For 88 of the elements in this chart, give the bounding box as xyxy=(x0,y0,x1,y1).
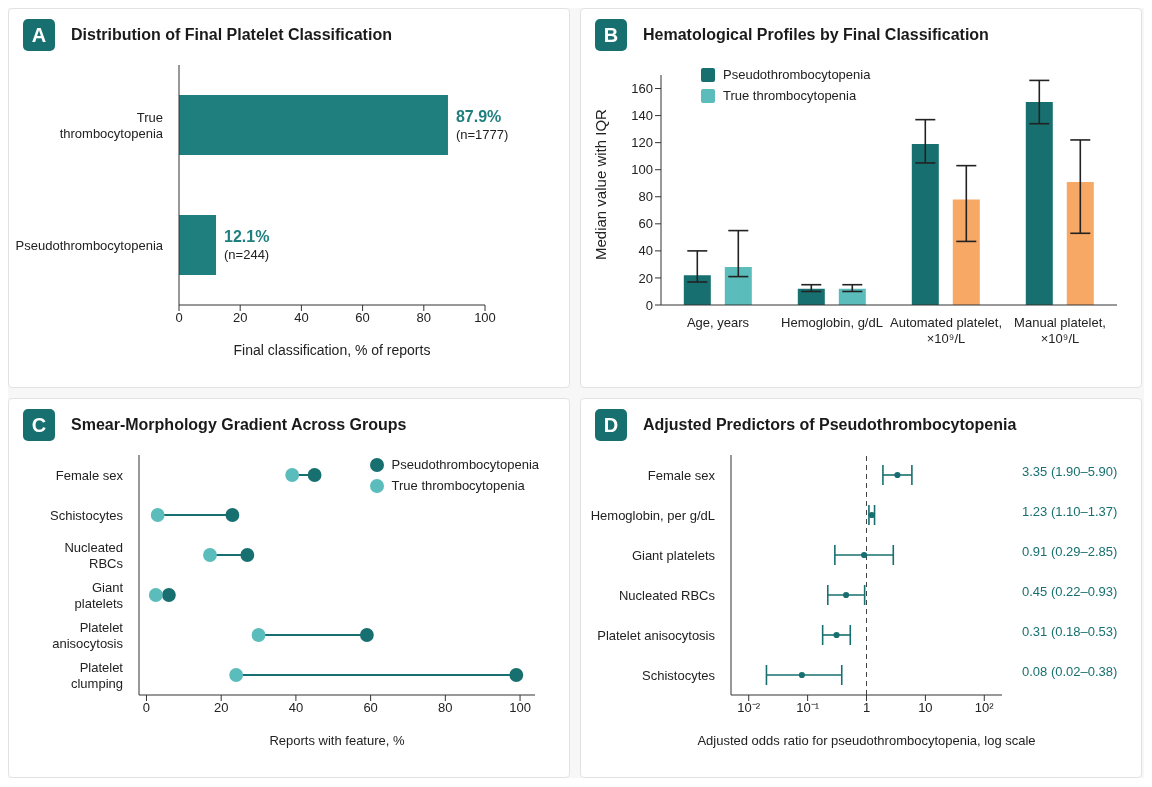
x-axis-title: Reports with feature, % xyxy=(269,733,405,748)
bar xyxy=(911,144,939,305)
point xyxy=(150,508,165,522)
x-tick-label: 40 xyxy=(294,310,309,326)
chart-title: Distribution of Final Platelet Classification xyxy=(71,26,392,44)
bar xyxy=(1025,102,1053,305)
y-tick-label: Female sex xyxy=(55,467,124,483)
y-tick-label: Nucleated RBCs xyxy=(618,587,716,603)
x-tick-label: 100 xyxy=(509,700,531,716)
y-tick-label: 160 xyxy=(631,81,653,97)
x-tick-label: 100 xyxy=(474,310,496,326)
bar xyxy=(683,275,711,305)
data-label: 0.31 (0.18–0.53) xyxy=(1022,624,1118,640)
y-tick-label: 120 xyxy=(631,135,653,151)
x-tick-label: 10 xyxy=(918,700,933,716)
data-label: 0.08 (0.02–0.38) xyxy=(1022,664,1118,680)
point xyxy=(203,548,217,562)
y-tick-label: 40 xyxy=(638,243,653,259)
y-tick-label: 100 xyxy=(631,162,653,178)
data-label: 1.23 (1.10–1.37) xyxy=(1022,504,1118,520)
point xyxy=(240,548,255,562)
text: B xyxy=(595,19,627,51)
point xyxy=(148,588,163,602)
y-tick-label: Schistocytes xyxy=(50,507,124,523)
x-tick-label: 10⁻¹ xyxy=(796,700,820,716)
y-tick-label: Giant platelets xyxy=(74,579,124,611)
y-tick-label: Platelet anisocytosis xyxy=(597,627,716,643)
bar xyxy=(1066,181,1094,305)
x-tick-label: 20 xyxy=(213,700,229,716)
x-tick-label: 80 xyxy=(416,310,432,326)
x-tick-label: 40 xyxy=(288,700,304,716)
y-tick-label: 20 xyxy=(638,270,653,286)
x-tick-label: 10² xyxy=(974,700,995,716)
legend-label: True thrombocytopenia xyxy=(723,88,857,103)
point xyxy=(251,628,266,642)
x-axis-title: Adjusted odds ratio for pseudothrombocytopenia, log scale xyxy=(697,733,1036,748)
x-tick-label: Age, years xyxy=(686,315,750,330)
text: A xyxy=(23,19,55,51)
data-label: 12.1% (n=244) xyxy=(224,228,270,262)
text: D xyxy=(595,409,627,441)
text: C xyxy=(23,409,55,441)
data-label: 0.91 (0.29–2.85) xyxy=(1022,544,1118,560)
y-tick-label: 60 xyxy=(638,216,653,232)
bar xyxy=(952,199,980,305)
y-tick-label: Schistocytes xyxy=(642,667,716,683)
x-tick-label: 60 xyxy=(355,310,370,326)
x-tick-label: Automated platelet, ×10⁹/L xyxy=(889,315,1003,346)
x-tick-label: 10⁻² xyxy=(737,700,761,716)
chart-title: Hematological Profiles by Final Classification xyxy=(643,26,989,44)
legend-label: Pseudothrombocytopenia xyxy=(391,457,539,472)
y-tick-label: 0 xyxy=(645,297,653,313)
y-tick-label: Giant platelets xyxy=(631,547,716,563)
y-tick-label: 80 xyxy=(638,189,653,205)
chart-title: Adjusted Predictors of Pseudothrombocytopenia xyxy=(643,416,1017,434)
point xyxy=(285,468,300,482)
x-tick-label: Hemoglobin, g/dL xyxy=(781,315,883,330)
y-tick-label: Female sex xyxy=(647,467,716,483)
y-tick-label: True thrombocytopenia xyxy=(59,109,164,141)
x-tick-label: 0 xyxy=(175,310,183,326)
y-tick-label: Hemoglobin, per g/dL xyxy=(590,507,715,523)
bar xyxy=(724,267,752,305)
point xyxy=(161,588,176,602)
x-tick-label: 60 xyxy=(363,700,378,716)
data-label: 3.35 (1.90–5.90) xyxy=(1022,464,1118,480)
x-tick-label: 0 xyxy=(142,700,151,716)
bar xyxy=(838,288,866,305)
legend-label: Pseudothrombocytopenia xyxy=(723,67,871,82)
x-tick-label: 20 xyxy=(232,310,248,326)
point xyxy=(229,668,244,682)
x-tick-label: 80 xyxy=(438,700,453,716)
y-tick-label: Platelet anisocytosis xyxy=(52,619,124,651)
point xyxy=(509,668,524,682)
data-label: 0.45 (0.22–0.93) xyxy=(1022,584,1118,600)
y-tick-label: Nucleated RBCs xyxy=(64,539,124,571)
chart-title: Smear-Morphology Gradient Across Groups xyxy=(71,416,407,434)
y-tick-label: 140 xyxy=(631,108,653,124)
data-label: 87.9% (n=1777) xyxy=(455,108,509,142)
point xyxy=(307,468,322,482)
x-axis-title: Final classification, % of reports xyxy=(233,342,431,358)
x-tick-label: Manual platelet, ×10⁹/L xyxy=(1014,315,1106,346)
y-axis-title: Median value with IQR xyxy=(592,108,610,260)
bar xyxy=(797,288,825,305)
point xyxy=(359,628,374,642)
legend-label: True thrombocytopenia xyxy=(391,478,525,493)
point xyxy=(225,508,240,522)
x-tick-label: 1 xyxy=(862,700,871,716)
y-tick-label: Pseudothrombocytopenia xyxy=(15,237,164,253)
y-tick-label: Platelet clumping xyxy=(70,659,124,691)
